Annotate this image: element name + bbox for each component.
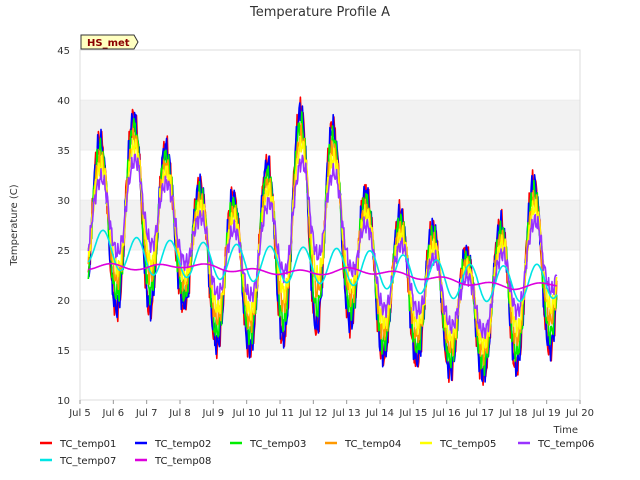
x-tick-label: Jul 17	[465, 408, 494, 419]
grid-band	[79, 349, 581, 401]
x-tick-label: Jul 10	[232, 408, 261, 419]
legend-label: TC_temp03	[249, 439, 306, 450]
series-line-tc-temp08	[88, 262, 557, 291]
chart-title: Temperature Profile A	[249, 5, 390, 20]
x-tick-label: Jul 6	[102, 408, 125, 419]
x-tick-label: Jul 19	[532, 408, 561, 419]
x-tick-label: Jul 12	[298, 408, 327, 419]
x-tick-label: Jul 11	[265, 408, 294, 419]
y-tick-label: 30	[57, 196, 70, 207]
x-tick-label: Jul 5	[68, 408, 91, 419]
badge-shape	[80, 34, 139, 50]
y-tick-label: 35	[57, 146, 70, 157]
y-axis: 10 15 20 25 30 35 40 45	[57, 46, 70, 407]
x-tick-label: Jul 20	[565, 408, 594, 419]
x-tick-label: Jul 13	[332, 408, 361, 419]
x-tick-label: Jul 7	[135, 408, 158, 419]
x-tick-label: Jul 16	[432, 408, 461, 419]
series-line-tc-temp05	[87, 135, 558, 355]
x-tick-label: Jul 15	[398, 408, 427, 419]
y-tick-label: 25	[57, 246, 70, 257]
x-axis-label: Time	[553, 425, 578, 436]
legend-label: TC_temp04	[344, 439, 401, 450]
y-tick-label: 40	[57, 96, 70, 107]
series-line-tc-temp06	[87, 153, 558, 340]
grid-bands	[79, 49, 581, 401]
y-tick-label: 45	[57, 46, 70, 57]
x-tick-label: Jul 18	[498, 408, 527, 419]
badge: HS_met	[80, 34, 139, 50]
legend-label: TC_temp08	[154, 456, 211, 467]
x-tick-label: Jul 9	[202, 408, 225, 419]
x-tick-label: Jul 14	[365, 408, 394, 419]
grid-band	[79, 299, 581, 351]
legend: TC_temp01 TC_temp02 TC_temp03 TC_temp04 TC_t…	[40, 439, 594, 467]
y-tick-label: 10	[57, 396, 70, 407]
y-axis-label: Temperature (C)	[9, 184, 20, 266]
plot-frame	[79, 49, 581, 401]
legend-label: TC_temp05	[439, 439, 496, 450]
legend-label: TC_temp01	[59, 439, 116, 450]
legend-label: TC_temp02	[154, 439, 211, 450]
y-tick-label: 15	[57, 346, 70, 357]
x-axis: Jul 5 Jul 6 Jul 7 Jul 8 Jul 9 Jul 10 Jul 11 Jul…	[68, 400, 594, 419]
grid-band	[79, 49, 581, 101]
series-group	[87, 96, 558, 387]
legend-label: TC_temp07	[59, 456, 116, 467]
x-tick-label: Jul 8	[168, 408, 191, 419]
y-tick-label: 20	[57, 296, 70, 307]
legend-label: TC_temp06	[537, 439, 594, 450]
badge-label: HS_met	[87, 38, 130, 49]
